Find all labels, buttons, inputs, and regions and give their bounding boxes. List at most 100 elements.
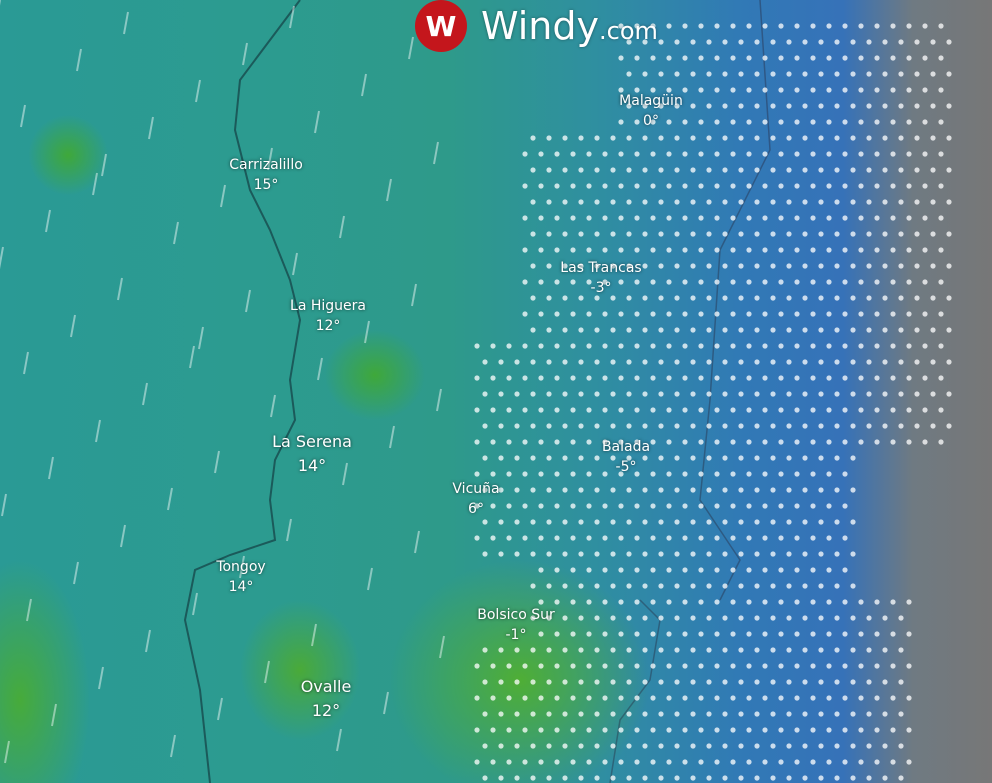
snow-flake [706, 359, 712, 365]
snow-flake [746, 55, 752, 61]
snow-flake [698, 183, 704, 189]
snow-flake [890, 119, 896, 125]
snow-flake [770, 391, 776, 397]
city-label[interactable]: Carrizalillo 15° [229, 157, 303, 193]
snow-flake [474, 535, 480, 541]
snow-flake [714, 407, 720, 413]
snow-flake [922, 311, 928, 317]
snow-flake [754, 519, 760, 525]
rain-streak [195, 79, 201, 103]
snow-flake [602, 439, 608, 445]
snow-flake [634, 279, 640, 285]
snow-flake [850, 423, 856, 429]
snow-flake [698, 23, 704, 29]
snow-flake [602, 567, 608, 573]
snow-flake [914, 199, 920, 205]
rain-streak [142, 382, 148, 406]
snow-flake [746, 23, 752, 29]
snow-flake [850, 103, 856, 109]
snow-flake [722, 551, 728, 557]
snow-flake [890, 439, 896, 445]
snow-flake [618, 23, 624, 29]
rain-streak [95, 419, 101, 443]
snow-flake [610, 327, 616, 333]
city-label[interactable]: Las Trancas -3° [560, 260, 642, 296]
snow-flake [674, 743, 680, 749]
snow-flake [498, 487, 504, 493]
snow-flake [642, 455, 648, 461]
snow-flake [594, 775, 600, 781]
snow-flake [554, 599, 560, 605]
snow-flake [898, 711, 904, 717]
snow-flake [666, 503, 672, 509]
snow-flake [634, 151, 640, 157]
snow-flake [770, 647, 776, 653]
snow-flake [754, 71, 760, 77]
snow-flake [594, 679, 600, 685]
snow-flake [826, 759, 832, 765]
city-label[interactable]: Bolsico Sur -1° [477, 607, 555, 643]
snow-flake [554, 535, 560, 541]
snow-flake [610, 743, 616, 749]
rain-streak [73, 561, 79, 585]
snow-flake [802, 359, 808, 365]
snow-flake [690, 615, 696, 621]
snow-flake [874, 151, 880, 157]
snow-flake [562, 391, 568, 397]
snow-flake [618, 87, 624, 93]
snow-flake [754, 711, 760, 717]
snow-flake [738, 135, 744, 141]
city-label[interactable]: Balada -5° [601, 439, 651, 475]
snow-flake [562, 647, 568, 653]
city-label[interactable]: Vicuña 6° [452, 481, 500, 517]
rain-streak [433, 141, 439, 165]
city-label[interactable]: Tongoy 14° [216, 559, 266, 595]
city-label[interactable]: Malagüin 0° [619, 93, 683, 129]
snow-flake [546, 679, 552, 685]
snow-flake [674, 39, 680, 45]
snow-flake [890, 55, 896, 61]
snow-flake [842, 407, 848, 413]
snow-flake [850, 391, 856, 397]
snow-flake [650, 151, 656, 157]
snow-flake [482, 743, 488, 749]
snow-flake [498, 455, 504, 461]
snow-flake [570, 663, 576, 669]
snow-flake [682, 535, 688, 541]
snow-flake [826, 55, 832, 61]
windy-logo[interactable]: W Windy.com [415, 0, 658, 52]
snow-flake [810, 471, 816, 477]
snow-flake [922, 343, 928, 349]
snow-flake [738, 167, 744, 173]
snow-flake [626, 423, 632, 429]
snow-flake [930, 327, 936, 333]
snow-flake [690, 135, 696, 141]
snow-flake [538, 247, 544, 253]
snow-flake [634, 567, 640, 573]
rain-streak [214, 450, 220, 474]
snow-flake [666, 439, 672, 445]
snow-flake [650, 503, 656, 509]
snow-flake [706, 711, 712, 717]
snow-flake [482, 551, 488, 557]
snow-flake [562, 519, 568, 525]
snow-flake [906, 215, 912, 221]
snow-flake [826, 695, 832, 701]
snow-flake [786, 551, 792, 557]
snow-flake [778, 471, 784, 477]
snow-flake [530, 679, 536, 685]
city-label[interactable]: La Serena 14° [272, 432, 352, 475]
snow-flake [610, 775, 616, 781]
snow-flake [666, 311, 672, 317]
city-label[interactable]: La Higuera 12° [290, 298, 366, 334]
snow-flake [754, 583, 760, 589]
snow-flake [762, 759, 768, 765]
snow-flake [786, 743, 792, 749]
city-label[interactable]: Ovalle 12° [300, 677, 352, 720]
snow-flake [842, 183, 848, 189]
snow-flake [858, 759, 864, 765]
snow-flake [474, 439, 480, 445]
snow-flake [858, 279, 864, 285]
snow-flake [778, 631, 784, 637]
